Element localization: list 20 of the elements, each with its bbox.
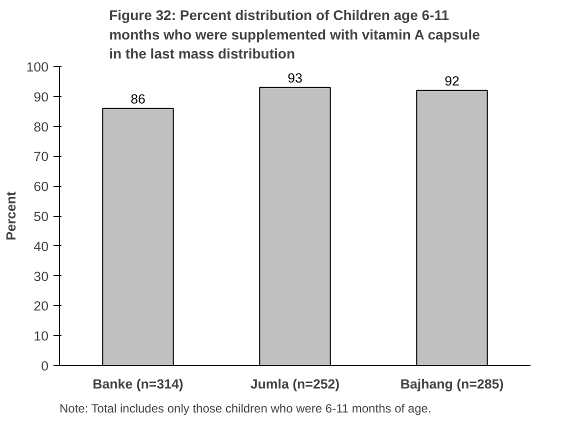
y-axis-title: Percent <box>3 190 18 240</box>
data-label: 86 <box>130 91 146 106</box>
text: Note: Total includes only those children who were 6-11 months of age. <box>60 402 432 416</box>
y-tick-label: 0 <box>41 358 49 374</box>
y-tick-label: 60 <box>34 179 49 194</box>
x-tick-label: Banke (n=314) <box>92 376 184 392</box>
data-label: 92 <box>444 73 460 88</box>
x-tick-label: Jumla (n=252) <box>250 376 340 392</box>
y-tick-label: 70 <box>34 149 49 164</box>
y-tick-label: 80 <box>34 119 49 134</box>
y-tick-label: 40 <box>34 238 49 254</box>
x-tick-label: Bajhang (n=285) <box>400 376 504 392</box>
y-tick-label: 20 <box>34 298 49 314</box>
y-tick-label: 10 <box>34 328 49 344</box>
y-tick-label: 30 <box>34 268 49 284</box>
y-tick-label: 50 <box>34 209 49 224</box>
y-tick-label: 90 <box>34 89 49 104</box>
data-label: 93 <box>288 70 302 86</box>
y-tick-label: 100 <box>26 60 49 74</box>
chart-title: Figure 32: Percent distribution of Children age 6-11 months who were supplemented with vitamin A capsule in the last mass distribution <box>109 7 480 62</box>
